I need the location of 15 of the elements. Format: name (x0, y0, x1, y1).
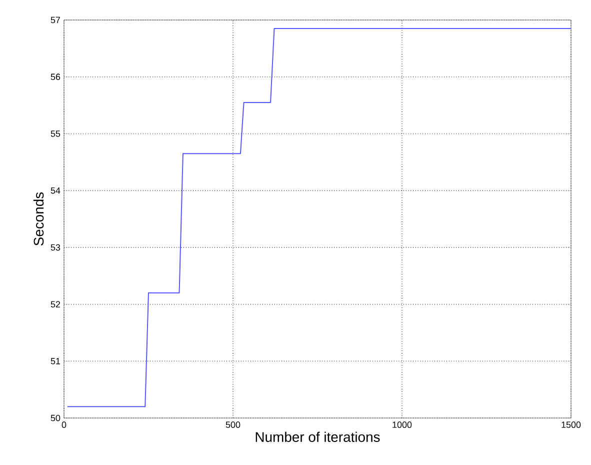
x-tick-label: 0 (62, 422, 66, 428)
x-axis-title: Number of iterations (256, 432, 380, 442)
y-tick-label: 56 (50, 74, 60, 80)
y-tick-label: 54 (50, 187, 60, 194)
y-tick-label: 52 (50, 301, 60, 308)
x-tick-label: 1500 (562, 422, 581, 428)
y-tick-label: 57 (50, 16, 60, 24)
y-tick-label: 51 (50, 358, 60, 364)
y-tick-label: 53 (50, 244, 60, 251)
y-tick-label: 55 (50, 130, 60, 137)
x-tick-label: 1000 (392, 422, 412, 428)
x-tick-label: 500 (226, 422, 240, 428)
y-axis-title: Seconds (33, 192, 44, 246)
line-series (66, 28, 572, 408)
y-tick-label: 50 (50, 414, 60, 422)
